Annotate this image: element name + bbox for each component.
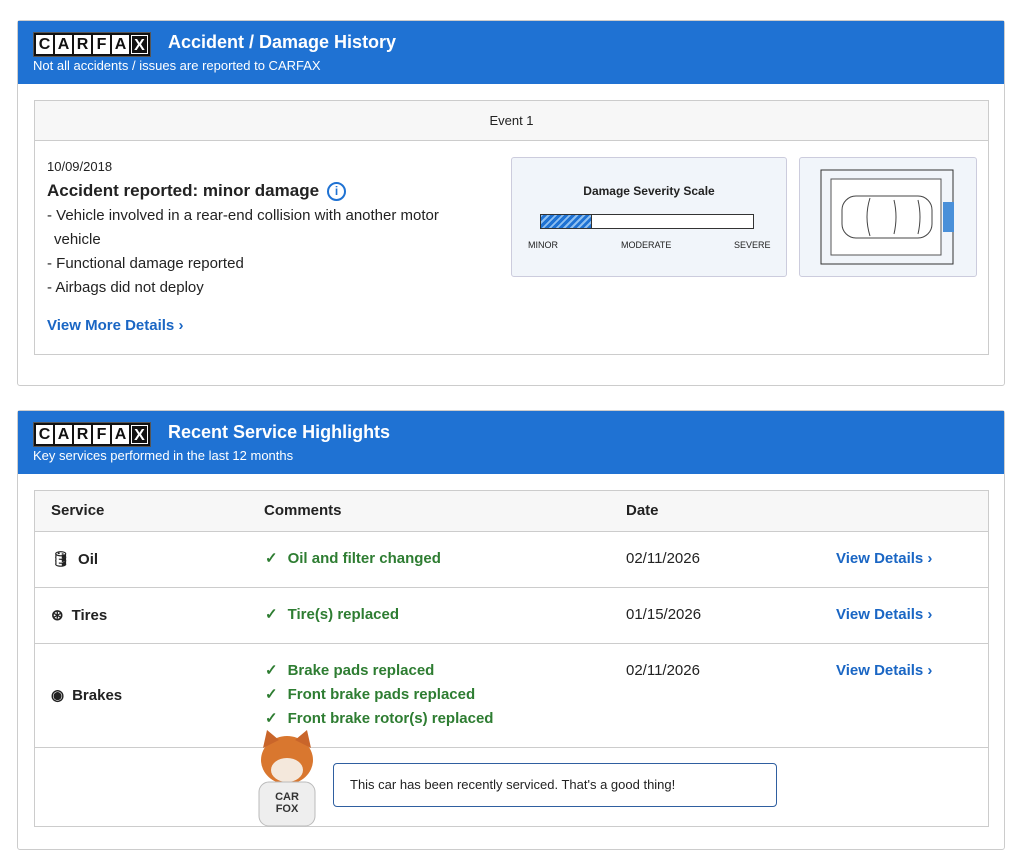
- table-row: ⊛ Tires ✓ Tire(s) replaced 01/15/2026 View…: [35, 587, 988, 643]
- fox-message: This car has been recently serviced. Tha…: [333, 763, 777, 807]
- col-service: Service: [51, 502, 105, 519]
- service-tires: ⊛ Tires: [51, 606, 108, 625]
- comment-text: Front brake pads replaced: [287, 686, 476, 703]
- comment: ✓ Tire(s) replaced: [265, 603, 399, 627]
- severity-bar: [540, 214, 754, 229]
- event-label: Event 1: [35, 101, 988, 141]
- service-name: Tires: [71, 606, 108, 624]
- fox-row: CAR FOX This car has been recently servi…: [35, 730, 988, 827]
- severity-title: Damage Severity Scale: [583, 184, 715, 198]
- comment: ✓ Front brake pads replaced: [265, 683, 493, 707]
- severity-fill: [541, 215, 592, 228]
- check-icon: ✓: [265, 710, 278, 727]
- section-title: Recent Service Highlights: [168, 422, 391, 442]
- service-oil: 🛢 Oil: [51, 550, 99, 569]
- service-name: Oil: [78, 550, 99, 568]
- oil-can-icon: 🛢: [51, 551, 71, 568]
- view-more-details-link[interactable]: View More Details ›: [47, 317, 184, 334]
- comment-text: Brake pads replaced: [287, 662, 435, 679]
- comment-text: Oil and filter changed: [287, 550, 441, 567]
- view-details-link[interactable]: View Details ›: [836, 606, 933, 623]
- service-table: Service Comments Date 🛢 Oil ✓ Oil and filt…: [34, 490, 989, 827]
- svg-text:FOX: FOX: [276, 803, 299, 815]
- comment-text: Front brake rotor(s) replaced: [287, 710, 494, 727]
- car-top-view-icon: [820, 169, 954, 265]
- comment-list: ✓ Brake pads replaced ✓ Front brake pads r…: [265, 659, 493, 731]
- service-date: 02/11/2026: [626, 550, 700, 567]
- table-row: 🛢 Oil ✓ Oil and filter changed 02/11/2026 …: [35, 531, 988, 587]
- view-details-link[interactable]: View Details ›: [836, 550, 933, 567]
- event-box: Event 1 10/09/2018 Accident reported: mi…: [34, 100, 989, 355]
- tire-icon: ⊛: [51, 607, 64, 624]
- comment: ✓ Oil and filter changed: [265, 547, 441, 571]
- damage-severity-scale: Damage Severity Scale MINOR MODERATE SEV…: [511, 157, 787, 277]
- check-icon: ✓: [265, 662, 278, 679]
- section-subtitle: Not all accidents / issues are reported …: [33, 58, 321, 73]
- carfox-mascot: CAR FOX: [258, 730, 316, 827]
- service-date: 02/11/2026: [626, 662, 700, 679]
- check-icon: ✓: [265, 686, 278, 703]
- service-name: Brakes: [72, 686, 123, 704]
- bullet: - Vehicle involved in a rear-end collisi…: [47, 207, 439, 224]
- svg-text:CAR: CAR: [275, 791, 299, 803]
- table-row: ◉ Brakes ✓ Brake pads replaced ✓ Front brak…: [35, 643, 988, 747]
- info-icon[interactable]: i: [327, 182, 347, 202]
- comment-text: Tire(s) replaced: [287, 606, 400, 623]
- heading-text: Accident reported: minor damage: [47, 181, 320, 200]
- comment: ✓ Front brake rotor(s) replaced: [265, 707, 493, 731]
- service-brakes: ◉ Brakes: [51, 686, 123, 705]
- col-date: Date: [626, 502, 659, 519]
- section-subtitle: Key services performed in the last 12 mo…: [33, 448, 294, 463]
- service-date: 01/15/2026: [626, 606, 702, 623]
- section-title: Accident / Damage History: [168, 32, 397, 52]
- severity-label-minor: MINOR: [528, 240, 558, 250]
- event-heading: Accident reported: minor damage i: [47, 181, 347, 202]
- col-comments: Comments: [264, 502, 342, 519]
- bullet: - Functional damage reported: [47, 255, 244, 272]
- brake-icon: ◉: [51, 687, 65, 704]
- check-icon: ✓: [265, 550, 278, 567]
- bullet: - Airbags did not deploy: [47, 279, 204, 296]
- view-details-link[interactable]: View Details ›: [836, 662, 933, 679]
- comment: ✓ Brake pads replaced: [265, 659, 493, 683]
- severity-label-severe: SEVERE: [734, 240, 771, 250]
- event-date: 10/09/2018: [47, 159, 113, 174]
- severity-label-moderate: MODERATE: [621, 240, 672, 250]
- bullet: vehicle: [54, 231, 101, 248]
- table-header: Service Comments Date: [35, 491, 988, 531]
- damage-location-diagram: [799, 157, 977, 277]
- check-icon: ✓: [265, 606, 278, 623]
